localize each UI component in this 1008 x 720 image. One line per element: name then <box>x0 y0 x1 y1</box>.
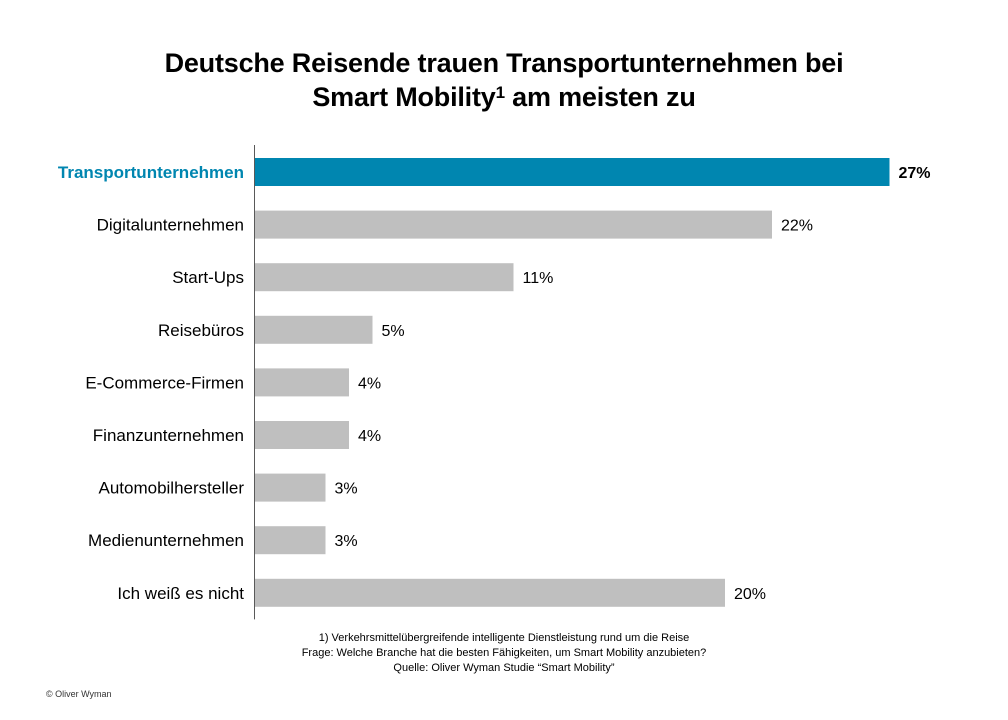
category-label-3: Reisebüros <box>158 321 244 340</box>
footnote-marker: 1 <box>495 83 505 102</box>
category-labels-group: Transportunternehmen Digitalunternehmen St… <box>58 163 244 603</box>
value-label-0: 27% <box>899 165 931 182</box>
value-label-8: 20% <box>734 586 766 603</box>
bar-7 <box>255 526 326 555</box>
category-label-5: Finanzunternehmen <box>93 426 244 445</box>
value-label-5: 4% <box>358 428 381 445</box>
chart-title-rest: am meisten zu <box>504 82 696 112</box>
category-label-4: E-Commerce-Firmen <box>85 373 244 392</box>
bar-2 <box>255 263 514 292</box>
category-label-8: Ich weiß es nicht <box>117 584 244 603</box>
chart-title-smart-mobility: Smart Mobility <box>312 82 496 112</box>
value-label-1: 22% <box>781 218 813 235</box>
category-label-1: Digitalunternehmen <box>97 216 244 235</box>
copyright: © Oliver Wyman <box>46 689 112 699</box>
category-label-2: Start-Ups <box>172 268 244 287</box>
value-label-3: 5% <box>382 323 405 340</box>
bar-1 <box>255 210 772 239</box>
value-labels-group: 27% 22% 11% 5% 4% 4% 3% 3% 20% <box>335 165 931 603</box>
chart-title-line1: Deutsche Reisende trauen Transportuntern… <box>164 48 844 78</box>
footnote-question: Frage: Welche Branche hat die besten Fäh… <box>301 647 707 659</box>
chart-title: Deutsche Reisende trauen Transportuntern… <box>0 46 1008 114</box>
bars-group <box>255 158 890 607</box>
category-label-0: Transportunternehmen <box>58 163 244 182</box>
bar-0 <box>255 158 890 186</box>
value-label-6: 3% <box>335 481 358 498</box>
bar-8 <box>255 578 725 607</box>
footnote-definition: 1) Verkehrsmittelübergreifende intellige… <box>318 632 690 644</box>
chart-title-line2: Smart Mobility1 am meisten zu <box>0 80 1008 114</box>
bar-3 <box>255 315 373 344</box>
category-label-6: Automobilhersteller <box>98 479 244 498</box>
bar-4 <box>255 368 349 397</box>
footnote-source: Quelle: Oliver Wyman Studie “Smart Mobil… <box>393 662 615 674</box>
value-label-4: 4% <box>358 375 381 392</box>
footnotes: 1) Verkehrsmittelübergreifende intellige… <box>0 631 1008 676</box>
bar-5 <box>255 421 349 449</box>
bar-6 <box>255 473 326 502</box>
category-label-7: Medienunternehmen <box>88 531 244 550</box>
value-label-2: 11% <box>523 270 554 287</box>
value-label-7: 3% <box>335 533 358 550</box>
